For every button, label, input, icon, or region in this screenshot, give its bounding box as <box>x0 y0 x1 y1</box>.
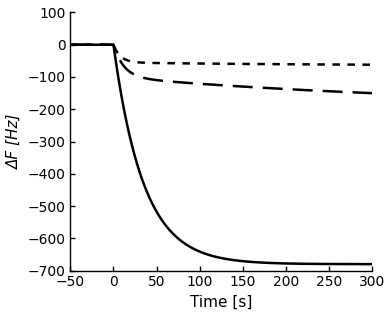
X-axis label: Time [s]: Time [s] <box>190 295 252 310</box>
Y-axis label: ΔF [Hz]: ΔF [Hz] <box>7 114 22 169</box>
